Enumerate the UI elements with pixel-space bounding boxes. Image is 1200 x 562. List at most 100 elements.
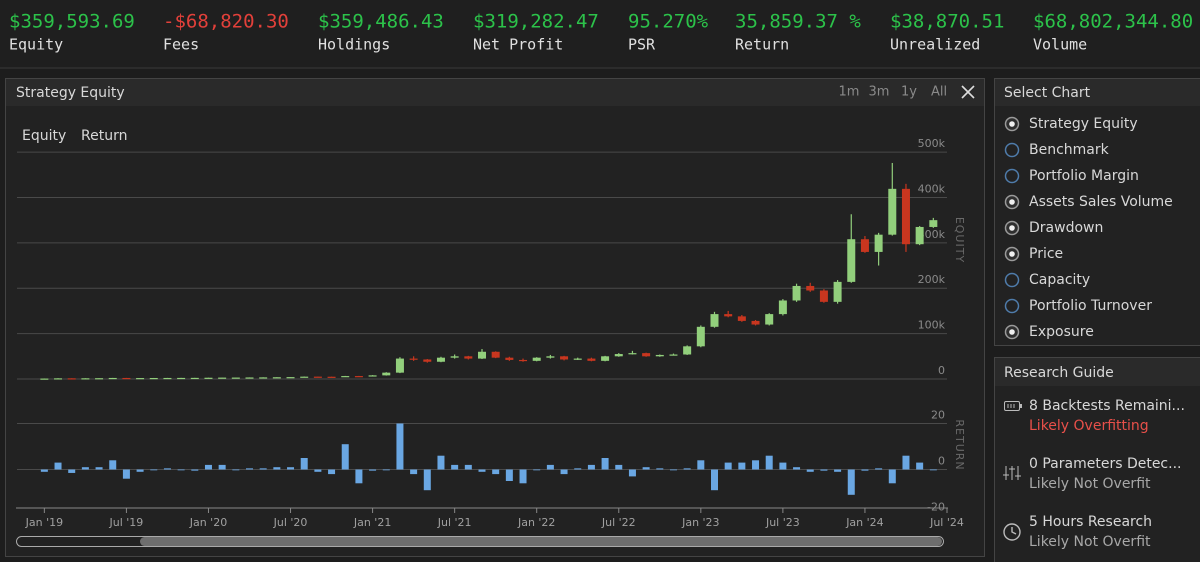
guide-title: Research Guide [1004,365,1114,381]
close-button[interactable] [961,85,975,99]
x-tick-label: Jan '23 [681,516,719,529]
candle-body [642,353,651,357]
select-header [995,79,1200,106]
sliders-icon [1003,466,1021,480]
tab-return[interactable]: Return [81,128,127,144]
return-bar [669,469,677,471]
return-bar [246,468,253,470]
option-label[interactable]: Exposure [1029,324,1094,340]
option-label[interactable]: Assets Sales Volume [1029,194,1173,210]
range-buttons: 1m 3m 1y All [839,85,948,100]
candle-body [300,376,309,378]
range-button[interactable]: 3m [869,85,890,100]
panel-header [6,79,984,106]
tab-equity[interactable]: Equity [22,128,66,144]
candle-body [67,378,76,380]
return-bar [574,468,582,470]
scrollbar-thumb[interactable] [140,537,942,546]
candle-body [382,372,391,376]
x-tick-label: Jul '19 [109,516,144,529]
return-bar [478,469,486,472]
option-label[interactable]: Portfolio Turnover [1029,298,1152,314]
scrollbar-track[interactable] [16,536,944,547]
x-tick-label: Jan '22 [517,516,555,529]
stat-label: Return [735,36,789,54]
candle-body [888,188,897,235]
candle-body [683,346,692,355]
candle-body [81,378,90,380]
range-button[interactable]: 1y [901,85,917,100]
candle-body [259,377,268,379]
candle-body [450,356,459,358]
return-bar [300,458,308,470]
return-bar [314,469,322,472]
return-bar [122,469,130,479]
return-bar [847,469,855,495]
candle-body [204,377,213,379]
radio[interactable] [1004,272,1020,288]
guide-header [995,358,1200,386]
y-tick-label: 0 [938,364,945,377]
guide-status: Likely Not Overfit [1029,476,1151,492]
guide-panel [994,357,1200,562]
candle-body [915,226,924,245]
return-bar [519,469,527,484]
return-bar [765,455,773,470]
stat-value: 95.270% [628,11,709,33]
guide-status: Likely Not Overfit [1029,534,1151,550]
candle-body [54,378,63,380]
return-bar [820,469,828,471]
candle-body [423,359,432,362]
y-tick-label: 300k [918,228,946,241]
return-bar [711,469,718,491]
option-label[interactable]: Drawdown [1029,220,1103,236]
return-bar [95,467,103,470]
option-label[interactable]: Benchmark [1029,142,1110,158]
return-bar [437,455,445,470]
option-label[interactable]: Capacity [1029,272,1090,288]
axis-title: RETURN [953,419,966,470]
range-button[interactable]: All [931,85,947,100]
return-bar [423,469,431,491]
return-bar [587,464,595,470]
range-button[interactable]: 1m [839,85,860,100]
y-tick-label: 100k [918,319,946,332]
battery-icon [1004,401,1022,411]
stat-label: Holdings [318,36,390,54]
y-tick-label: 200k [918,273,946,286]
radio[interactable] [1004,142,1020,158]
radio-dot [1009,199,1015,205]
option-label[interactable]: Price [1029,246,1063,262]
return-bar [341,444,349,470]
candle-body [819,290,828,302]
return-bar [191,469,199,471]
x-tick-label: Jul '24 [929,516,964,529]
candle-body [806,285,815,291]
candle-body [505,357,514,360]
radio[interactable] [1004,298,1020,314]
option-label[interactable]: Strategy Equity [1029,116,1138,132]
x-tick-label: Jan '21 [353,516,391,529]
radio[interactable] [1004,168,1020,184]
return-bar [628,469,636,477]
candle-body [464,356,473,359]
return-bar [163,468,171,470]
return-bar [902,455,910,470]
y-tick-label: 500k [918,137,946,150]
candle-body [341,376,350,378]
return-chart [17,423,947,495]
candle-body [546,356,555,358]
return-bar [492,469,500,475]
stat-value: $319,282.47 [473,11,599,33]
return-bar [328,469,336,475]
candle-body [190,377,199,380]
stat-label: Net Profit [473,36,563,54]
select-panel [994,78,1200,346]
option-label[interactable]: Portfolio Margin [1029,168,1139,184]
y-tick-label: 400k [918,182,946,195]
y-tick-label: 20 [931,409,945,422]
guide-items: 8 Backtests Remaini... Likely Overfitting… [1029,398,1185,550]
candle-body [929,220,938,227]
return-bar [793,467,801,470]
